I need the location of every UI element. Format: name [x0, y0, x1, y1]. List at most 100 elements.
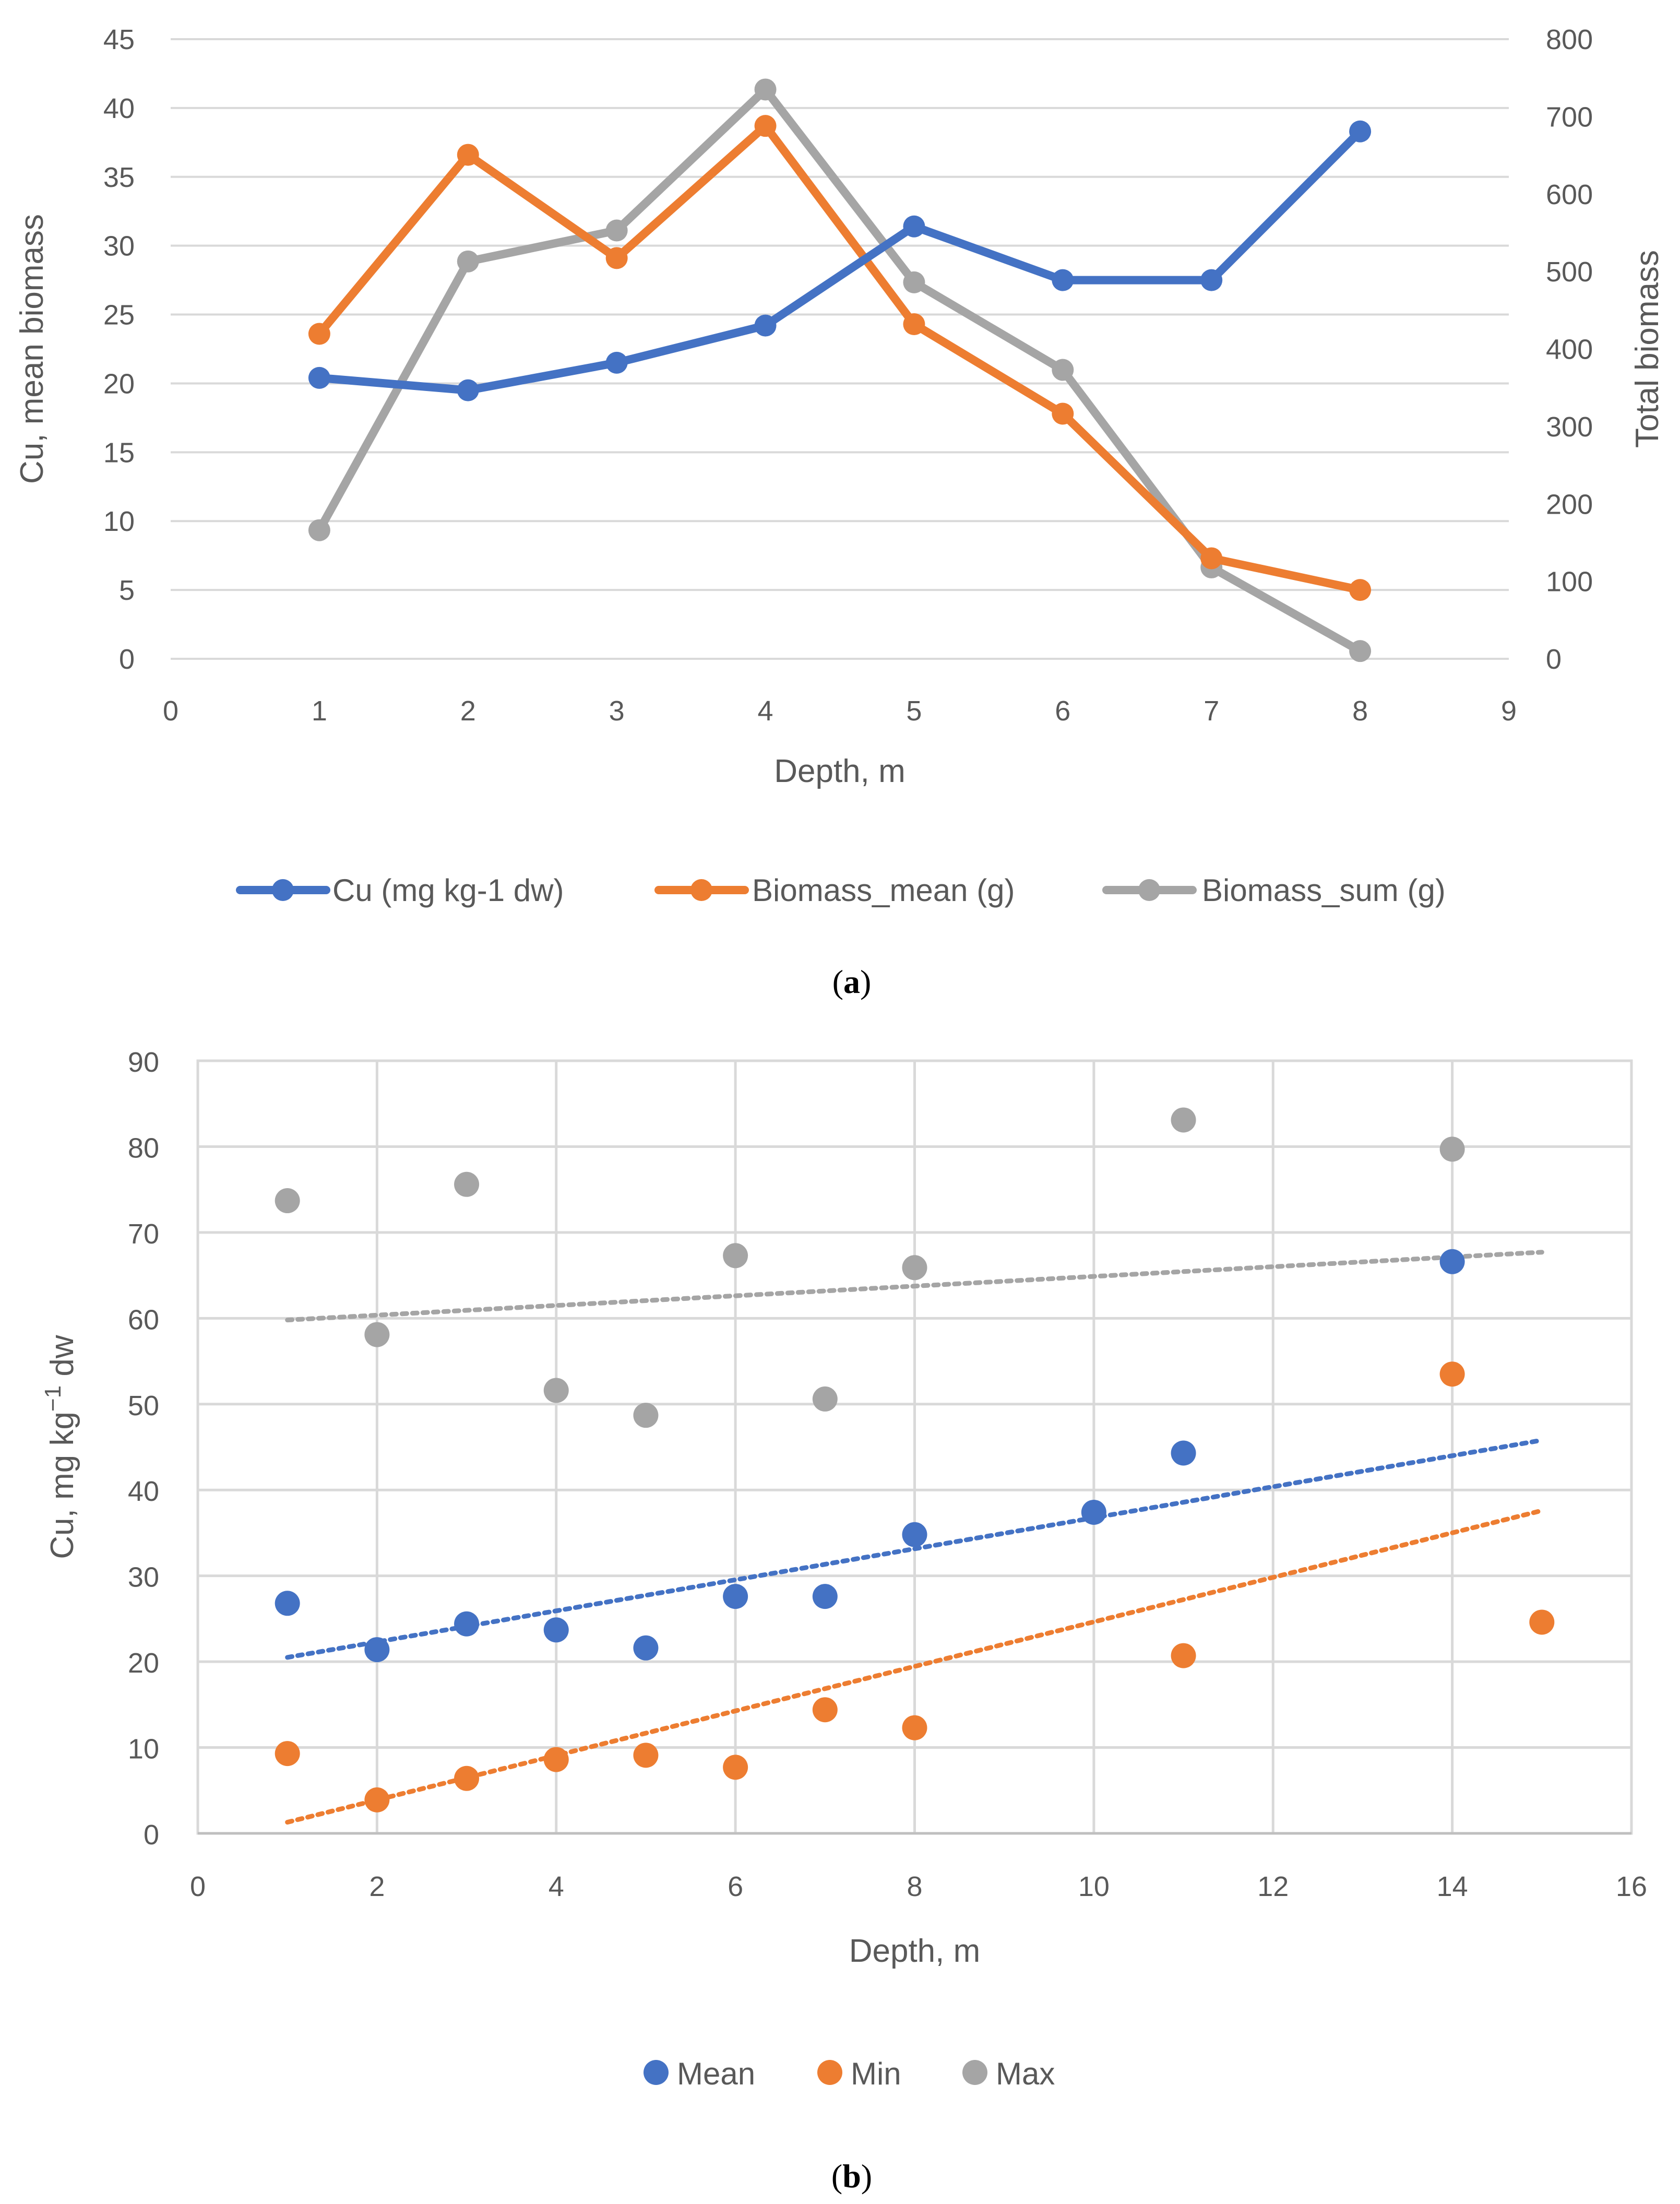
scatter-point-mean — [812, 1584, 838, 1609]
scatter-point-min — [543, 1747, 569, 1772]
scatter-point-mean — [633, 1635, 659, 1661]
data-point-3 — [903, 271, 925, 293]
panel-label-b-letter: b — [842, 2158, 861, 2195]
scatter-point-mean — [454, 1611, 480, 1637]
scatter-point-mean — [902, 1522, 927, 1547]
x-tick-label-a: 1 — [312, 695, 327, 727]
scatter-point-min — [1171, 1643, 1196, 1668]
y2-tick-label-a: 0 — [1546, 644, 1562, 675]
legend-marker-a — [690, 879, 712, 901]
data-point-1 — [457, 379, 479, 401]
x-tick-label-b: 0 — [190, 1871, 206, 1902]
scatter-point-min — [1439, 1361, 1465, 1387]
y-axis-title-a: Cu, mean biomass — [14, 214, 50, 484]
x-tick-label-a: 7 — [1204, 695, 1219, 727]
series-line-1 — [315, 127, 1365, 395]
panel-label-a-open: ( — [832, 963, 843, 1000]
y-tick-label-a: 35 — [103, 162, 135, 193]
scatter-point-max — [454, 1171, 480, 1197]
panel-label-b-close: ) — [861, 2158, 872, 2195]
data-point-2 — [754, 115, 777, 137]
data-point-2 — [903, 313, 925, 336]
y-axis-title-b-tail: dw — [44, 1335, 80, 1385]
data-point-2 — [1200, 547, 1223, 570]
legend-marker-a — [1138, 879, 1160, 901]
x-axis-title-a: Depth, m — [774, 753, 905, 789]
y-tick-label-a: 20 — [103, 368, 135, 399]
y2-tick-label-a: 600 — [1546, 179, 1593, 210]
legend-label-a: Biomass_sum (g) — [1202, 873, 1446, 908]
y-tick-label-a: 40 — [103, 93, 135, 124]
y-tick-label-b: 0 — [144, 1819, 159, 1851]
data-point-2 — [457, 144, 479, 166]
y2-tick-label-a: 400 — [1546, 334, 1593, 365]
scatter-point-mean — [275, 1591, 300, 1616]
panel-label-a: (a) — [832, 963, 872, 1000]
data-point-3 — [605, 219, 628, 242]
x-tick-label-a: 5 — [906, 695, 922, 727]
data-point-2 — [308, 323, 330, 345]
y-tick-label-b: 70 — [128, 1218, 159, 1250]
y2-tick-label-a: 800 — [1546, 24, 1593, 55]
scatter-point-min — [812, 1697, 838, 1723]
x-tick-label-b: 10 — [1078, 1871, 1110, 1902]
chart-b: 0 10 20 30 40 50 60 70 80 90 0 2 4 6 8 10 12 14 16 Depth, m… — [40, 1047, 1648, 2195]
scatter-point-mean — [1081, 1499, 1106, 1525]
scatter-point-max — [275, 1188, 300, 1214]
trendline-mean — [285, 1438, 1544, 1660]
data-point-1 — [754, 314, 777, 337]
scatter-point-min — [633, 1743, 659, 1768]
y-axis-title-b-sup: −1 — [40, 1385, 66, 1412]
y-tick-label-b: 80 — [128, 1132, 159, 1164]
legend-label-b: Min — [851, 2056, 901, 2091]
scatter-point-max — [1171, 1107, 1196, 1133]
x-tick-label-a: 0 — [163, 695, 178, 727]
legend-marker-b — [817, 2060, 842, 2085]
data-point-1 — [1052, 269, 1074, 291]
y-tick-label-a: 0 — [119, 644, 135, 675]
data-point-1 — [1349, 120, 1372, 143]
panel-label-a-letter: a — [843, 963, 860, 1000]
x-tick-label-a: 4 — [758, 695, 773, 727]
data-point-3 — [457, 250, 479, 272]
scatter-point-mean — [723, 1584, 748, 1609]
scatter-point-mean — [1171, 1440, 1196, 1466]
y-tick-label-b: 10 — [128, 1734, 159, 1765]
y-tick-label-b: 50 — [128, 1390, 159, 1421]
scatter-point-min — [902, 1715, 927, 1740]
scatter-point-min — [723, 1755, 748, 1780]
scatter-point-max — [543, 1378, 569, 1403]
legend-marker-b — [962, 2060, 987, 2085]
legend-marker-a — [272, 879, 294, 901]
scatter-point-max — [1439, 1136, 1465, 1162]
y-tick-label-a: 5 — [119, 575, 135, 606]
x-tick-label-a: 9 — [1501, 695, 1517, 727]
x-tick-label-b: 6 — [728, 1871, 743, 1902]
scatter-point-mean — [543, 1617, 569, 1643]
y-axis-title-b-main: Cu, mg kg — [44, 1412, 80, 1559]
y2-tick-label-a: 500 — [1546, 256, 1593, 288]
scatter-point-mean — [364, 1637, 390, 1663]
y-tick-label-a: 25 — [103, 300, 135, 331]
legend-label-b: Mean — [677, 2056, 755, 2091]
x-tick-label-b: 4 — [549, 1871, 564, 1902]
y-tick-label-a: 45 — [103, 24, 135, 55]
series-line-2 — [315, 122, 1365, 595]
data-point-3 — [754, 78, 777, 101]
x-tick-label-b: 16 — [1616, 1871, 1647, 1902]
y-tick-label-b: 60 — [128, 1304, 159, 1335]
panel-label-a-close: ) — [860, 963, 871, 1000]
x-axis-title-b: Depth, m — [849, 1933, 981, 1969]
x-tick-label-b: 14 — [1437, 1871, 1468, 1902]
y2-tick-label-a: 300 — [1546, 411, 1593, 443]
x-tick-label-a: 6 — [1055, 695, 1070, 727]
scatter-point-max — [633, 1403, 659, 1428]
panel-label-b: (b) — [831, 2158, 872, 2195]
y-tick-label-b: 40 — [128, 1476, 159, 1507]
y-tick-label-b: 90 — [128, 1047, 159, 1078]
data-point-1 — [605, 351, 628, 374]
scatter-point-min — [1529, 1609, 1555, 1635]
data-point-2 — [1349, 579, 1372, 601]
y2-tick-label-a: 700 — [1546, 101, 1593, 133]
